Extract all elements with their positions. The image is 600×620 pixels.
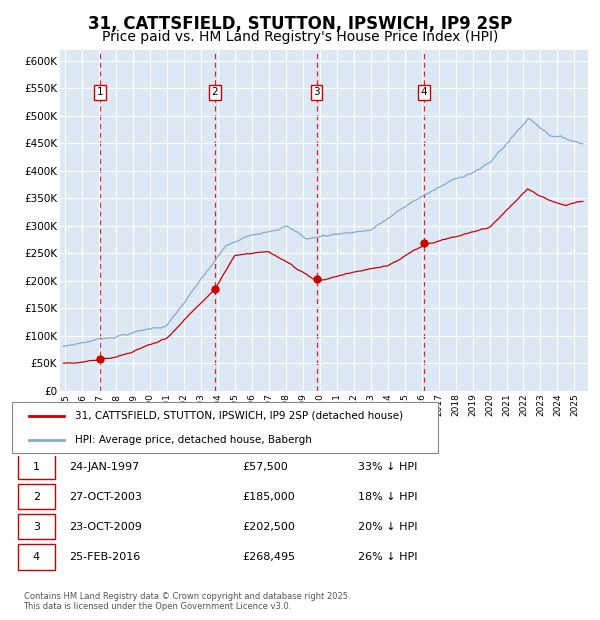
Text: 1: 1 [33, 462, 40, 472]
Text: 2: 2 [212, 87, 218, 97]
FancyBboxPatch shape [18, 544, 55, 570]
Text: 23-OCT-2009: 23-OCT-2009 [70, 522, 142, 532]
Text: 1: 1 [97, 87, 104, 97]
Text: 31, CATTSFIELD, STUTTON, IPSWICH, IP9 2SP: 31, CATTSFIELD, STUTTON, IPSWICH, IP9 2S… [88, 16, 512, 33]
Text: 20% ↓ HPI: 20% ↓ HPI [358, 522, 417, 532]
Text: Contains HM Land Registry data © Crown copyright and database right 2025.
This d: Contains HM Land Registry data © Crown c… [23, 591, 350, 611]
Text: 25-FEB-2016: 25-FEB-2016 [70, 552, 141, 562]
Text: 4: 4 [421, 87, 427, 97]
Text: 3: 3 [313, 87, 320, 97]
Text: 2: 2 [33, 492, 40, 502]
Text: 31, CATTSFIELD, STUTTON, IPSWICH, IP9 2SP (detached house): 31, CATTSFIELD, STUTTON, IPSWICH, IP9 2S… [76, 410, 403, 420]
Text: 3: 3 [33, 522, 40, 532]
Text: 33% ↓ HPI: 33% ↓ HPI [358, 462, 417, 472]
Text: £268,495: £268,495 [242, 552, 296, 562]
Text: 18% ↓ HPI: 18% ↓ HPI [358, 492, 417, 502]
Text: 24-JAN-1997: 24-JAN-1997 [70, 462, 140, 472]
Text: HPI: Average price, detached house, Babergh: HPI: Average price, detached house, Babe… [76, 435, 312, 445]
Text: 27-OCT-2003: 27-OCT-2003 [70, 492, 142, 502]
Text: £202,500: £202,500 [242, 522, 295, 532]
Text: 4: 4 [33, 552, 40, 562]
Text: Price paid vs. HM Land Registry's House Price Index (HPI): Price paid vs. HM Land Registry's House … [102, 30, 498, 44]
FancyBboxPatch shape [18, 454, 55, 479]
FancyBboxPatch shape [18, 514, 55, 539]
Text: £185,000: £185,000 [242, 492, 295, 502]
Text: £57,500: £57,500 [242, 462, 288, 472]
FancyBboxPatch shape [18, 484, 55, 510]
FancyBboxPatch shape [12, 402, 438, 453]
Text: 26% ↓ HPI: 26% ↓ HPI [358, 552, 417, 562]
